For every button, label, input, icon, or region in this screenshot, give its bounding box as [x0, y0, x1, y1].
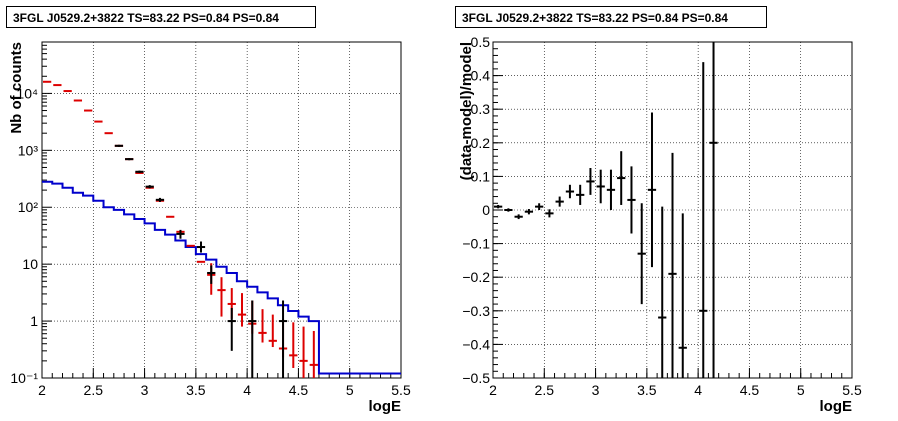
left-chart-title: 3FGL J0529.2+3822 TS=83.22 PS=0.84 PS=0.… [6, 6, 316, 28]
data-point [155, 197, 165, 202]
residual-point [555, 196, 564, 207]
background-model-step-line [42, 180, 401, 375]
residual-point [627, 166, 636, 234]
data-point [227, 307, 236, 351]
data-point [248, 300, 257, 378]
residual-point [535, 203, 544, 210]
residual-point [545, 209, 554, 218]
data-point [135, 170, 144, 173]
left-x-tick-label: 5 [346, 382, 354, 398]
right-y-tick-label: −0.4 [462, 336, 490, 352]
right-y-tick-label: 0.1 [471, 168, 491, 184]
residual-point [524, 208, 534, 215]
residual-point [565, 184, 575, 199]
right-y-tick-label: 0.5 [471, 34, 491, 50]
residual-point [637, 203, 646, 305]
right-x-tick-label: 3 [592, 382, 600, 398]
right-y-tick-label: −0.1 [462, 236, 490, 252]
data-point [207, 265, 216, 284]
left-y-tick-label: 1 [30, 313, 38, 329]
residual-point [647, 112, 657, 268]
right-y-tick-label: −0.5 [462, 370, 490, 386]
left-x-tick-label: 4 [243, 382, 251, 398]
residual-point [514, 214, 523, 220]
right-x-tick-label: 3.5 [637, 382, 657, 398]
left-plot-frame [41, 41, 402, 379]
right-chart-title: 3FGL J0529.2+3822 TS=83.22 PS=0.84 PS=0.… [455, 6, 767, 28]
residual-point [576, 184, 585, 205]
left-y-tick-label: 10 [22, 256, 38, 272]
data-point [114, 144, 124, 147]
left-x-tick-label: 3.5 [186, 382, 206, 398]
left-y-axis-label: Nb of counts [8, 42, 25, 134]
right-y-tick-label: 0.2 [471, 135, 491, 151]
left-x-axis-label: logE [369, 398, 402, 415]
residual-point [617, 151, 626, 205]
right-x-tick-label: 5 [797, 382, 805, 398]
residual-point [494, 204, 503, 209]
total-model-marker [299, 326, 308, 378]
right-y-tick-label: 0 [482, 202, 490, 218]
right-y-tick-label: 0.3 [471, 101, 491, 117]
data-point [145, 185, 154, 189]
right-y-tick-label: 0.4 [471, 68, 491, 84]
left-y-tick-label: 10³ [18, 142, 39, 158]
right-x-tick-label: 2 [489, 382, 497, 398]
right-x-tick-label: 4 [694, 382, 702, 398]
right-x-tick-label: 5.5 [842, 382, 862, 398]
left-x-tick-label: 5.5 [391, 382, 411, 398]
total-model-marker [309, 330, 318, 378]
residual-point [709, 42, 718, 378]
total-model-marker [289, 322, 298, 368]
left-x-tick-label: 4.5 [289, 382, 309, 398]
total-model-marker [237, 293, 247, 327]
residual-point [586, 168, 595, 195]
right-y-axis-label: (data-model)/model [458, 42, 475, 180]
left-y-tick-label: 10² [18, 199, 39, 215]
left-y-tick-label: 10⁴ [16, 85, 38, 101]
left-y-tick-label: 10⁻¹ [10, 370, 38, 386]
residual-point [504, 208, 513, 212]
right-x-tick-label: 2.5 [535, 382, 555, 398]
left-x-tick-label: 2.5 [84, 382, 104, 398]
residual-point [658, 206, 667, 378]
total-model-marker [258, 309, 267, 343]
total-model-marker [217, 277, 226, 317]
residual-point [699, 62, 708, 378]
left-x-tick-label: 2 [38, 382, 46, 398]
data-point [196, 241, 206, 253]
residual-point [678, 213, 687, 378]
right-x-tick-label: 4.5 [740, 382, 760, 398]
right-x-axis-label: logE [820, 398, 853, 415]
data-point [176, 229, 185, 239]
right-y-tick-label: −0.3 [462, 303, 490, 319]
data-point [278, 300, 288, 378]
residual-point [596, 169, 605, 204]
data-point [125, 158, 134, 161]
right-y-tick-label: −0.2 [462, 269, 490, 285]
total-model-marker [268, 314, 277, 348]
residual-point [606, 169, 616, 210]
residual-point [668, 152, 677, 378]
left-x-tick-label: 3 [141, 382, 149, 398]
